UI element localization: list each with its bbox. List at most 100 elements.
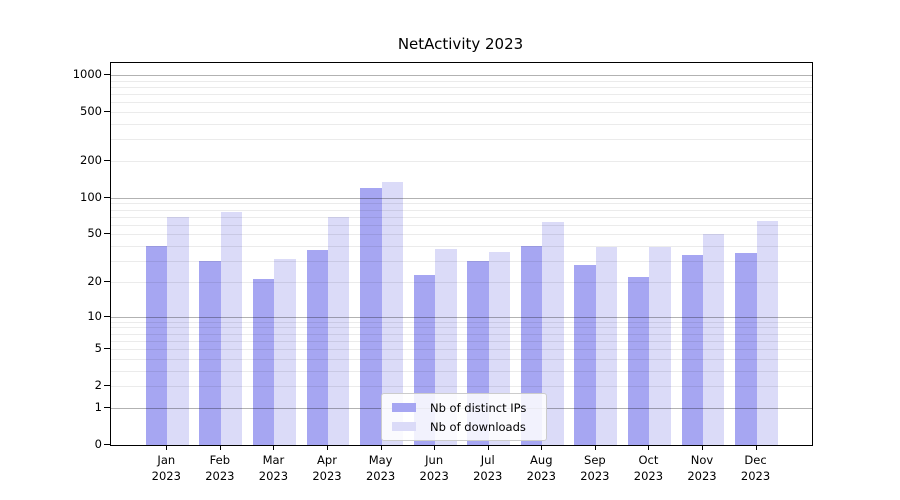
- y-tick-label-2: 2: [94, 378, 102, 393]
- legend-label-distinct-ips: Nb of distinct IPs: [430, 400, 527, 415]
- y-tick-mark-100: [104, 196, 110, 198]
- gridline-800: [111, 86, 812, 88]
- y-tick-mark-50: [104, 233, 110, 235]
- bar-feb-distinct-ips: [199, 261, 221, 445]
- bar-feb-downloads: [220, 212, 243, 445]
- x-tick-label-nov: Nov 2023: [687, 453, 717, 483]
- bar-oct-downloads: [649, 247, 671, 445]
- y-tick-mark-10: [104, 315, 110, 317]
- y-tick-label-1: 1: [94, 399, 102, 414]
- chart-title: NetActivity 2023: [397, 35, 524, 53]
- y-tick-mark-5: [104, 348, 110, 350]
- gridline-100: [111, 197, 812, 199]
- gridline-600: [111, 102, 812, 104]
- bar-sep-downloads: [595, 247, 618, 445]
- gridline-70: [111, 216, 812, 218]
- gridline-400: [111, 124, 812, 126]
- gridline-50: [111, 234, 812, 236]
- x-tick-mark-dec: [755, 445, 757, 450]
- legend-swatch-downloads: [392, 422, 416, 431]
- legend-label-downloads: Nb of downloads: [430, 419, 526, 434]
- y-tick-label-5: 5: [94, 341, 102, 356]
- gridline-30: [111, 261, 812, 263]
- bar-mar-distinct-ips: [253, 279, 275, 445]
- gridline-40: [111, 246, 812, 248]
- bar-oct-distinct-ips: [628, 277, 650, 445]
- bar-sep-distinct-ips: [574, 264, 596, 445]
- y-tick-label-50: 50: [87, 226, 102, 241]
- plot-area: Nb of distinct IPs Nb of downloads: [110, 62, 813, 446]
- x-tick-label-jun: Jun 2023: [419, 453, 449, 483]
- gridline-2: [111, 386, 812, 388]
- gridline-60: [111, 224, 812, 226]
- gridline-500: [111, 112, 812, 114]
- gridline-900: [111, 80, 812, 82]
- y-tick-mark-1000: [104, 74, 110, 76]
- x-tick-mark-oct: [648, 445, 650, 450]
- y-tick-label-20: 20: [87, 273, 102, 288]
- gridline-5: [111, 349, 812, 351]
- legend: Nb of distinct IPs Nb of downloads: [381, 393, 547, 441]
- x-tick-mark-jan: [166, 445, 168, 450]
- y-tick-mark-1: [104, 406, 110, 408]
- y-tick-label-500: 500: [80, 104, 102, 119]
- x-tick-mark-nov: [702, 445, 703, 450]
- bar-jan-distinct-ips: [145, 246, 168, 445]
- bar-apr-distinct-ips: [306, 250, 328, 445]
- gridline-20: [111, 281, 812, 283]
- gridline-3: [111, 370, 812, 372]
- x-tick-label-dec: Dec 2023: [740, 453, 771, 483]
- x-tick-label-sep: Sep 2023: [580, 453, 610, 483]
- gridline-90: [111, 203, 812, 205]
- y-tick-mark-500: [104, 111, 110, 113]
- x-tick-label-mar: Mar 2023: [258, 453, 289, 483]
- gridline-80: [111, 209, 812, 211]
- y-tick-label-0: 0: [94, 437, 102, 451]
- x-tick-mark-mar: [273, 445, 275, 450]
- x-tick-label-oct: Oct 2023: [633, 453, 664, 483]
- x-tick-label-may: May 2023: [365, 453, 396, 483]
- x-tick-mark-jun: [434, 445, 436, 450]
- y-tick-mark-200: [104, 160, 110, 162]
- gridline-7: [111, 333, 812, 335]
- x-tick-mark-jul: [487, 445, 489, 450]
- gridline-4: [111, 358, 812, 360]
- x-tick-label-jan: Jan 2023: [151, 453, 181, 483]
- legend-swatch-distinct-ips: [392, 403, 416, 412]
- gridline-200: [111, 161, 812, 163]
- bar-may-downloads: [381, 181, 403, 445]
- bar-mar-downloads: [274, 259, 296, 445]
- bar-may-distinct-ips: [360, 188, 382, 445]
- y-tick-mark-20: [104, 280, 110, 282]
- x-tick-label-feb: Feb 2023: [205, 453, 235, 483]
- x-tick-label-apr: Apr 2023: [312, 453, 342, 483]
- bar-aug-downloads: [542, 222, 564, 445]
- legend-item: Nb of distinct IPs: [382, 400, 546, 416]
- bar-nov-downloads: [703, 234, 725, 445]
- bar-dec-downloads: [756, 221, 778, 445]
- bar-nov-distinct-ips: [681, 254, 703, 445]
- y-tick-label-200: 200: [80, 153, 102, 168]
- gridline-1000: [111, 75, 812, 77]
- y-tick-mark-2: [104, 385, 110, 387]
- x-tick-label-jul: Jul 2023: [473, 453, 503, 483]
- bar-apr-downloads: [328, 216, 350, 445]
- gridline-6: [111, 340, 812, 342]
- bar-dec-distinct-ips: [735, 253, 757, 445]
- gridline-8: [111, 327, 812, 329]
- y-tick-label-10: 10: [87, 308, 102, 323]
- x-tick-mark-sep: [594, 445, 596, 450]
- x-tick-mark-may: [380, 445, 382, 450]
- legend-item: Nb of downloads: [382, 419, 546, 435]
- y-tick-label-100: 100: [80, 189, 102, 204]
- gridline-300: [111, 139, 812, 141]
- x-tick-mark-apr: [327, 445, 328, 450]
- y-tick-mark-0: [104, 444, 110, 445]
- x-tick-mark-aug: [541, 445, 543, 450]
- gridline-10: [111, 316, 812, 318]
- x-tick-label-aug: Aug 2023: [526, 453, 556, 483]
- bar-jan-downloads: [167, 216, 189, 445]
- y-tick-label-1000: 1000: [72, 67, 102, 82]
- gridline-700: [111, 94, 812, 96]
